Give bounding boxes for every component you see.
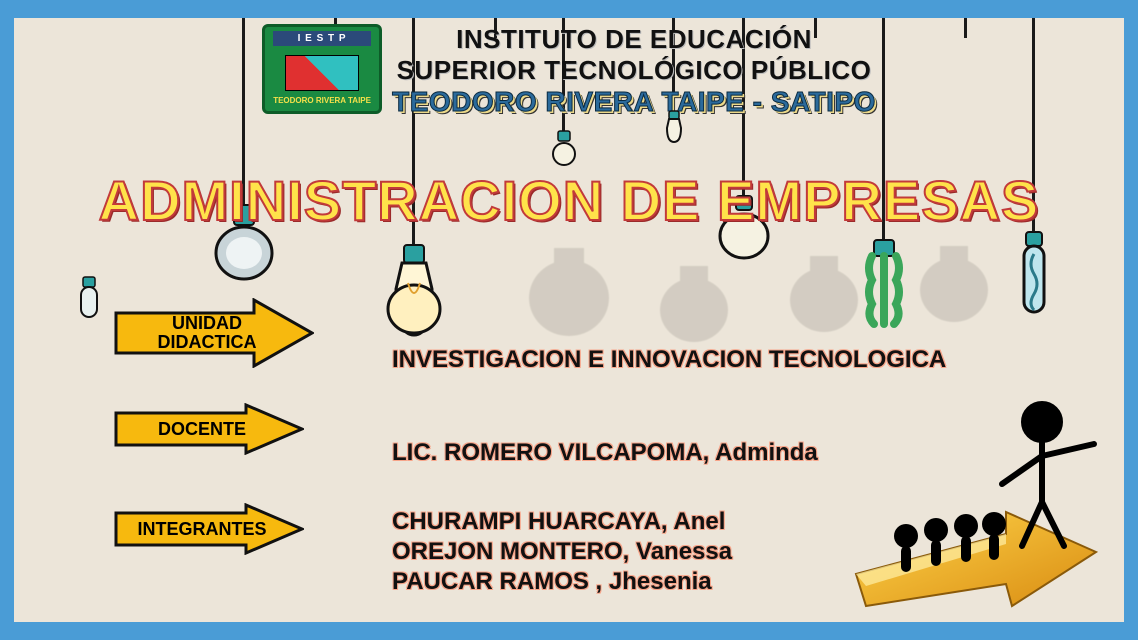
logo-bottom-band: TEODORO RIVERA TAIPE [265,96,379,105]
row-unidad: UNIDAD DIDACTICA INVESTIGACION E INNOVAC… [114,298,314,368]
arrow-label-docente: DOCENTE [152,420,266,439]
shadow-bulb [524,218,614,343]
slide-canvas: I E S T P TEODORO RIVERA TAIPE INSTITUTO… [14,18,1124,622]
arrow-docente: DOCENTE [114,403,304,455]
row-docente: DOCENTE LIC. ROMERO VILCAPOMA, Adminda [114,403,304,455]
header: I E S T P TEODORO RIVERA TAIPE INSTITUTO… [14,24,1124,118]
bulb-incandescent-icon [378,243,450,343]
institute-line2: SUPERIOR TECNOLÓGICO PÚBLICO [392,55,876,86]
logo-top-band: I E S T P [273,31,371,46]
shadow-bulb [784,228,864,343]
institute-logo: I E S T P TEODORO RIVERA TAIPE [262,24,382,114]
team-arrow-icon [846,384,1106,614]
arrow-label-integrantes: INTEGRANTES [131,520,286,539]
bulb-tiny-icon [550,130,578,168]
logo-emblem [285,55,359,91]
arrow-unidad: UNIDAD DIDACTICA [114,298,314,368]
bulb-cfl-icon [856,238,912,328]
bulb-mini-left-icon [74,276,104,329]
institute-text: INSTITUTO DE EDUCACIÓN SUPERIOR TECNOLÓG… [392,24,876,118]
bulb-mini-icon [662,110,686,144]
shadow-bulb [914,218,994,333]
arrow-integrantes: INTEGRANTES [114,503,304,555]
slide-frame: I E S T P TEODORO RIVERA TAIPE INSTITUTO… [0,0,1138,640]
main-title: ADMINISTRACION DE EMPRESAS [14,168,1124,233]
row-integrantes: INTEGRANTES CHURAMPI HUARCAYA, Anel OREJ… [114,503,304,555]
institute-line1: INSTITUTO DE EDUCACIÓN [392,24,876,55]
bulb-tube-icon [1014,230,1054,320]
arrow-label-unidad: UNIDAD DIDACTICA [152,314,277,352]
value-unidad: INVESTIGACION E INNOVACION TECNOLOGICA [392,346,1112,374]
institute-line3: TEODORO RIVERA TAIPE - SATIPO [392,86,876,118]
